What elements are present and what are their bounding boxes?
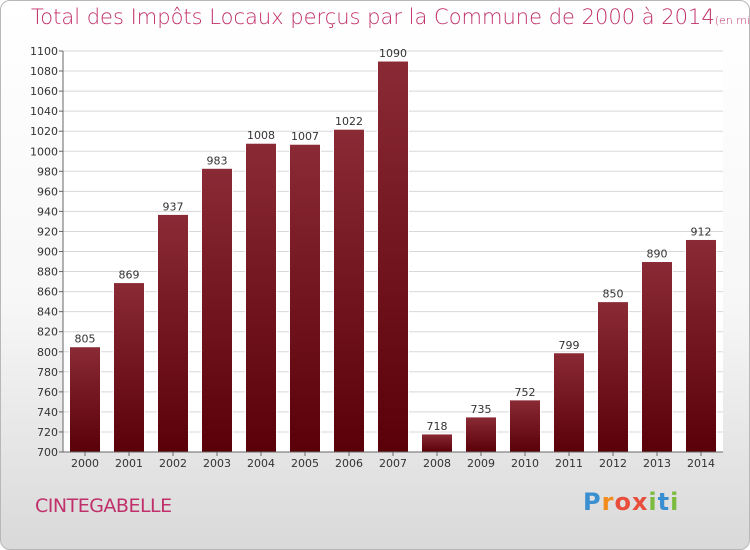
bar [113,282,145,453]
x-tick-label: 2011 [555,457,583,470]
data-label: 937 [163,200,184,213]
y-tick-label: 1060 [30,85,58,98]
x-tick-label: 2005 [291,457,319,470]
y-tick-label: 840 [37,306,58,319]
data-label: 805 [75,333,96,346]
x-tick-label: 2004 [247,457,275,470]
bar [69,346,101,453]
y-tick-label: 880 [37,266,58,279]
x-tick-label: 2002 [159,457,187,470]
y-tick-label: 760 [37,386,58,399]
x-tick-label: 2001 [115,457,143,470]
data-label: 850 [603,288,624,301]
title-unit: (en milliers d'€) [714,14,750,27]
data-label: 799 [559,339,580,352]
y-tick-label: 980 [37,165,58,178]
bar [641,261,673,453]
y-tick-label: 780 [37,366,58,379]
data-label: 1090 [379,47,407,60]
data-label: 752 [515,386,536,399]
data-label: 869 [119,269,140,282]
y-tick-label: 720 [37,426,58,439]
bar [157,213,189,453]
data-label: 735 [471,403,492,416]
y-tick-label: 800 [37,346,58,359]
bar [289,143,321,453]
y-tick-label: 1000 [30,145,58,158]
bar [597,301,629,453]
x-tick-label: 2003 [203,457,231,470]
data-label: 1008 [247,129,275,142]
bar [465,416,497,453]
x-tick-label: 2006 [335,457,363,470]
bar [553,352,585,453]
data-label: 718 [427,420,448,433]
data-label: 890 [647,248,668,261]
y-tick-label: 820 [37,326,58,339]
bar [685,238,717,453]
y-tick-label: 860 [37,286,58,299]
x-tick-label: 2013 [643,457,671,470]
data-label: 983 [207,154,228,167]
bar [377,60,409,453]
title-text: Total des Impôts Locaux perçus par la Co… [31,5,715,29]
y-tick-label: 920 [37,225,58,238]
x-tick-label: 2014 [687,457,715,470]
y-tick-label: 1100 [30,45,58,58]
x-tick-label: 2009 [467,457,495,470]
x-tick-label: 2012 [599,457,627,470]
bar [509,399,541,453]
bar [245,142,277,453]
y-tick-label: 740 [37,406,58,419]
proxiti-logo: Proxiti [583,488,680,516]
y-tick-label: 940 [37,205,58,218]
bars: 805 869 937 983 1008 1007 1022 1090 718 735 752 799… [69,47,717,453]
bar [421,433,453,453]
y-tick-label: 900 [37,246,58,259]
y-tick-label: 960 [37,185,58,198]
y-tick-label: 700 [37,446,58,459]
bar [333,128,365,453]
bar [201,167,233,453]
x-tick-label: 2000 [71,457,99,470]
data-label: 1007 [291,130,319,143]
axes: 700 720 740 760 780 800 820 840 860 880 900 920 940 9… [30,45,723,470]
chart-title: Total des Impôts Locaux perçus par la Co… [31,5,750,29]
commune-name: CINTEGABELLE [35,495,172,517]
data-label: 1022 [335,115,363,128]
y-tick-label: 1040 [30,105,58,118]
y-tick-label: 1020 [30,125,58,138]
y-tick-label: 1080 [30,65,58,78]
data-label: 912 [691,225,712,238]
x-tick-label: 2010 [511,457,539,470]
x-tick-label: 2007 [379,457,407,470]
x-tick-label: 2008 [423,457,451,470]
